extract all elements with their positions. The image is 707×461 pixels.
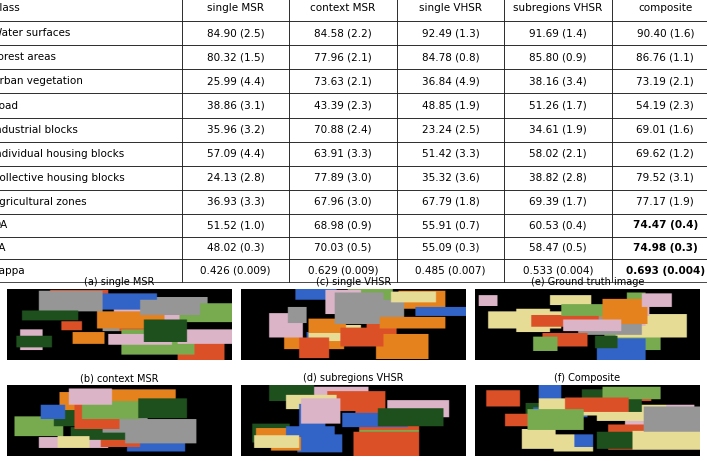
Title: (b) context MSR: (b) context MSR xyxy=(81,373,159,383)
Title: (c) single VHSR: (c) single VHSR xyxy=(316,277,391,287)
Title: (d) subregions VHSR: (d) subregions VHSR xyxy=(303,373,404,383)
Title: (a) single MSR: (a) single MSR xyxy=(84,277,155,287)
Title: (f) Composite: (f) Composite xyxy=(554,373,621,383)
Title: (e) Ground truth image: (e) Ground truth image xyxy=(531,277,644,287)
